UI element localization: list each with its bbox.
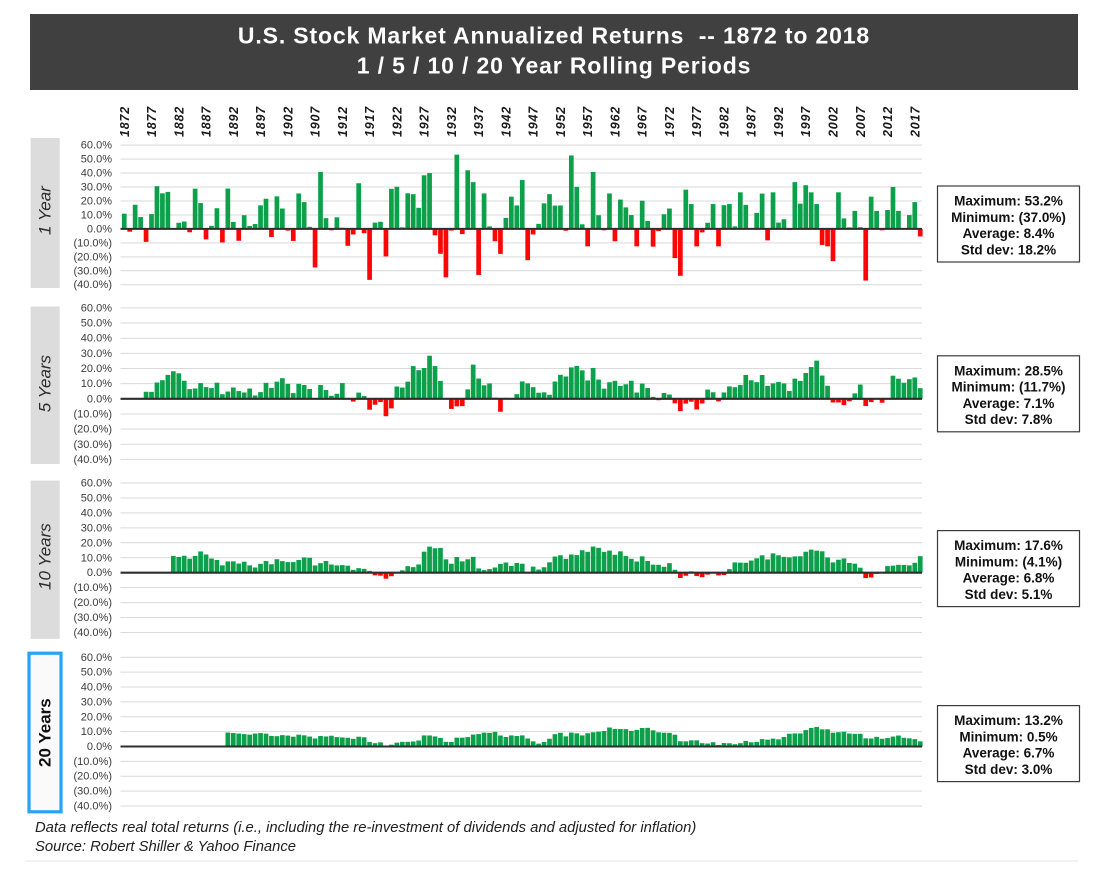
svg-text:20 Years: 20 Years bbox=[36, 698, 55, 767]
svg-text:2012: 2012 bbox=[881, 106, 895, 138]
svg-text:1902: 1902 bbox=[281, 106, 295, 137]
svg-text:1957: 1957 bbox=[581, 106, 595, 137]
svg-text:Minimum: (11.7%): Minimum: (11.7%) bbox=[951, 380, 1065, 395]
svg-text:Maximum: 28.5%: Maximum: 28.5% bbox=[954, 363, 1063, 378]
svg-text:10.0%: 10.0% bbox=[81, 552, 112, 564]
svg-text:1982: 1982 bbox=[718, 106, 732, 137]
svg-text:50.0%: 50.0% bbox=[81, 154, 112, 166]
svg-text:1997: 1997 bbox=[799, 106, 813, 137]
svg-text:0.0%: 0.0% bbox=[87, 741, 112, 753]
svg-text:1887: 1887 bbox=[200, 106, 214, 137]
svg-text:60.0%: 60.0% bbox=[81, 302, 112, 314]
svg-text:30.0%: 30.0% bbox=[81, 182, 112, 194]
svg-text:2002: 2002 bbox=[827, 106, 841, 138]
svg-text:(20.0%): (20.0%) bbox=[73, 771, 112, 783]
svg-text:10.0%: 10.0% bbox=[81, 726, 112, 738]
svg-text:(40.0%): (40.0%) bbox=[73, 279, 112, 291]
svg-text:2017: 2017 bbox=[908, 106, 922, 138]
svg-text:(10.0%): (10.0%) bbox=[73, 237, 112, 249]
svg-text:40.0%: 40.0% bbox=[81, 168, 112, 180]
svg-text:Average: 6.7%: Average: 6.7% bbox=[963, 746, 1055, 761]
svg-text:1977: 1977 bbox=[690, 106, 704, 137]
svg-text:1907: 1907 bbox=[309, 106, 323, 137]
svg-text:(30.0%): (30.0%) bbox=[73, 786, 112, 798]
svg-text:5 Years: 5 Years bbox=[36, 354, 55, 412]
svg-text:(10.0%): (10.0%) bbox=[73, 408, 112, 420]
svg-text:1987: 1987 bbox=[745, 106, 759, 137]
svg-text:(10.0%): (10.0%) bbox=[73, 582, 112, 594]
svg-text:Minimum: (37.0%): Minimum: (37.0%) bbox=[951, 210, 1066, 225]
svg-text:0.0%: 0.0% bbox=[87, 393, 112, 405]
svg-text:1897: 1897 bbox=[254, 106, 268, 137]
svg-text:1892: 1892 bbox=[227, 106, 241, 137]
svg-text:30.0%: 30.0% bbox=[81, 348, 112, 360]
svg-text:1962: 1962 bbox=[608, 106, 622, 137]
svg-text:1927: 1927 bbox=[418, 106, 432, 137]
svg-text:1922: 1922 bbox=[390, 106, 404, 137]
svg-text:30.0%: 30.0% bbox=[81, 522, 112, 534]
svg-text:1952: 1952 bbox=[554, 106, 568, 137]
svg-text:40.0%: 40.0% bbox=[81, 682, 112, 694]
svg-text:0.0%: 0.0% bbox=[87, 223, 112, 235]
svg-text:(40.0%): (40.0%) bbox=[73, 454, 112, 466]
svg-text:Maximum: 53.2%: Maximum: 53.2% bbox=[954, 194, 1063, 209]
svg-text:1872: 1872 bbox=[118, 106, 132, 137]
svg-text:10.0%: 10.0% bbox=[81, 378, 112, 390]
svg-text:(40.0%): (40.0%) bbox=[73, 627, 112, 639]
svg-text:60.0%: 60.0% bbox=[81, 140, 112, 152]
svg-text:Average: 7.1%: Average: 7.1% bbox=[963, 396, 1055, 411]
svg-text:(30.0%): (30.0%) bbox=[73, 439, 112, 451]
svg-text:20.0%: 20.0% bbox=[81, 537, 112, 549]
svg-text:Source: Robert Shiller & Yahoo: Source: Robert Shiller & Yahoo Finance bbox=[35, 839, 296, 855]
svg-text:60.0%: 60.0% bbox=[81, 652, 112, 664]
svg-text:60.0%: 60.0% bbox=[81, 478, 112, 490]
svg-text:1932: 1932 bbox=[445, 106, 459, 137]
svg-text:Minimum: (4.1%): Minimum: (4.1%) bbox=[955, 554, 1062, 569]
svg-text:(20.0%): (20.0%) bbox=[73, 251, 112, 263]
svg-text:1992: 1992 bbox=[772, 106, 786, 137]
svg-text:Data reflects real total retur: Data reflects real total returns (i.e., … bbox=[35, 820, 696, 836]
svg-text:1 / 5 / 10 / 20 Year Rolling P: 1 / 5 / 10 / 20 Year Rolling Periods bbox=[357, 53, 752, 79]
svg-text:50.0%: 50.0% bbox=[81, 318, 112, 330]
svg-text:U.S. Stock Market Annualized R: U.S. Stock Market Annualized Returns -- … bbox=[238, 23, 870, 49]
svg-text:50.0%: 50.0% bbox=[81, 667, 112, 679]
svg-text:20.0%: 20.0% bbox=[81, 363, 112, 375]
svg-text:Std dev: 5.1%: Std dev: 5.1% bbox=[965, 587, 1053, 602]
svg-text:20.0%: 20.0% bbox=[81, 195, 112, 207]
svg-text:1942: 1942 bbox=[499, 106, 513, 137]
svg-text:Average: 6.8%: Average: 6.8% bbox=[963, 571, 1055, 586]
svg-text:1912: 1912 bbox=[336, 106, 350, 137]
svg-text:Maximum: 17.6%: Maximum: 17.6% bbox=[954, 538, 1063, 553]
svg-text:20.0%: 20.0% bbox=[81, 711, 112, 723]
svg-text:(30.0%): (30.0%) bbox=[73, 265, 112, 277]
svg-text:Minimum: 0.5%: Minimum: 0.5% bbox=[959, 729, 1057, 744]
svg-text:0.0%: 0.0% bbox=[87, 567, 112, 579]
svg-text:10.0%: 10.0% bbox=[81, 209, 112, 221]
svg-text:(40.0%): (40.0%) bbox=[73, 800, 112, 812]
svg-text:2007: 2007 bbox=[854, 106, 868, 138]
svg-text:1877: 1877 bbox=[145, 106, 159, 137]
svg-text:1947: 1947 bbox=[527, 106, 541, 137]
svg-text:Maximum: 13.2%: Maximum: 13.2% bbox=[954, 713, 1063, 728]
svg-text:1967: 1967 bbox=[636, 106, 650, 137]
svg-text:50.0%: 50.0% bbox=[81, 492, 112, 504]
svg-text:40.0%: 40.0% bbox=[81, 507, 112, 519]
svg-text:1 Year: 1 Year bbox=[36, 185, 55, 235]
svg-text:(10.0%): (10.0%) bbox=[73, 756, 112, 768]
svg-text:30.0%: 30.0% bbox=[81, 696, 112, 708]
svg-text:Std dev: 7.8%: Std dev: 7.8% bbox=[965, 412, 1053, 427]
svg-text:1972: 1972 bbox=[663, 106, 677, 137]
svg-text:(20.0%): (20.0%) bbox=[73, 424, 112, 436]
svg-text:Std dev: 18.2%: Std dev: 18.2% bbox=[961, 242, 1056, 257]
svg-text:Std dev: 3.0%: Std dev: 3.0% bbox=[965, 762, 1053, 777]
svg-text:1882: 1882 bbox=[172, 106, 186, 137]
svg-text:1937: 1937 bbox=[472, 106, 486, 137]
svg-text:(30.0%): (30.0%) bbox=[73, 612, 112, 624]
svg-text:Average: 8.4%: Average: 8.4% bbox=[963, 226, 1055, 241]
svg-text:10 Years: 10 Years bbox=[36, 523, 55, 590]
svg-text:1917: 1917 bbox=[363, 106, 377, 137]
svg-text:40.0%: 40.0% bbox=[81, 333, 112, 345]
svg-text:(20.0%): (20.0%) bbox=[73, 597, 112, 609]
